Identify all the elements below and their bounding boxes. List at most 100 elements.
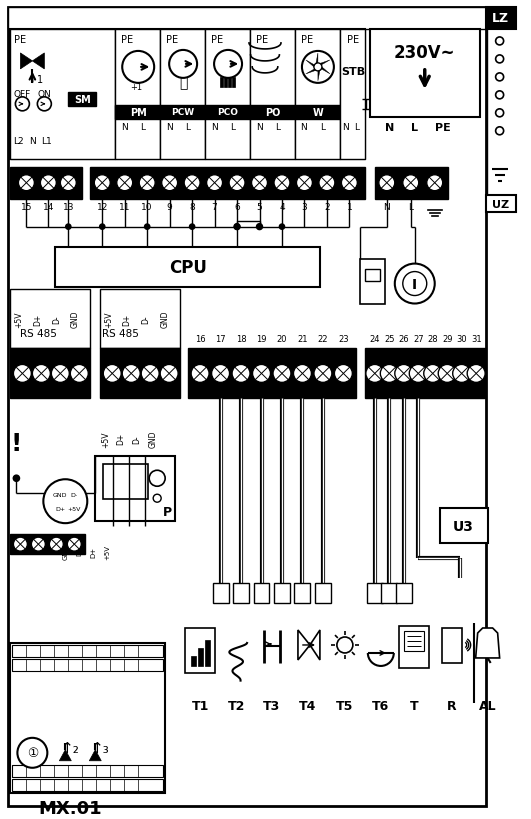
- Circle shape: [66, 225, 71, 230]
- Bar: [191, 656, 196, 666]
- Text: 20: 20: [277, 334, 287, 343]
- Text: GND: GND: [53, 492, 67, 497]
- Circle shape: [438, 365, 456, 383]
- Text: L: L: [408, 203, 413, 212]
- Polygon shape: [59, 750, 71, 761]
- Text: ①: ①: [27, 746, 38, 759]
- Bar: [232, 78, 235, 88]
- Circle shape: [495, 56, 503, 64]
- Text: RS 485: RS 485: [102, 329, 139, 339]
- Bar: [11, 643, 165, 793]
- Text: 30: 30: [456, 334, 467, 343]
- Bar: [370, 30, 479, 118]
- Circle shape: [32, 365, 50, 383]
- Circle shape: [37, 97, 52, 111]
- Text: PCO: PCO: [218, 108, 238, 117]
- Bar: [103, 464, 148, 500]
- Text: MX.01: MX.01: [38, 799, 102, 817]
- Bar: [68, 93, 96, 106]
- Text: I: I: [412, 277, 417, 292]
- Polygon shape: [318, 61, 330, 68]
- Text: GND: GND: [149, 430, 158, 447]
- Circle shape: [40, 175, 56, 192]
- Text: PE: PE: [166, 35, 178, 45]
- Text: 3: 3: [302, 203, 307, 212]
- Text: L1: L1: [41, 137, 52, 146]
- Circle shape: [13, 476, 20, 482]
- Bar: [188, 349, 356, 399]
- Bar: [115, 30, 160, 160]
- Bar: [220, 78, 223, 88]
- Text: 21: 21: [297, 334, 307, 343]
- Circle shape: [49, 537, 63, 551]
- Text: +5V: +5V: [101, 431, 110, 447]
- Text: L2: L2: [13, 137, 24, 146]
- Text: L: L: [276, 123, 280, 132]
- Bar: [100, 349, 180, 399]
- Circle shape: [149, 471, 165, 486]
- Text: L: L: [354, 123, 359, 132]
- Circle shape: [184, 175, 200, 192]
- Bar: [250, 30, 295, 160]
- Circle shape: [294, 365, 311, 383]
- Text: L: L: [230, 123, 236, 132]
- Text: D+: D+: [117, 432, 126, 445]
- Text: 1: 1: [37, 75, 44, 85]
- Text: 230V~: 230V~: [394, 44, 456, 62]
- Circle shape: [122, 365, 140, 383]
- Bar: [160, 106, 205, 120]
- Circle shape: [139, 175, 155, 192]
- Text: STB: STB: [341, 67, 365, 77]
- Text: LZ: LZ: [492, 12, 509, 25]
- Text: 31: 31: [471, 334, 482, 343]
- Text: PE: PE: [211, 35, 223, 45]
- Circle shape: [314, 365, 332, 383]
- Text: PE: PE: [301, 35, 313, 45]
- Bar: [224, 78, 227, 88]
- Bar: [360, 260, 385, 304]
- Text: RS 485: RS 485: [20, 329, 57, 339]
- Circle shape: [161, 175, 178, 192]
- Bar: [198, 648, 203, 666]
- Text: ON: ON: [38, 90, 51, 99]
- Bar: [253, 583, 270, 604]
- Bar: [55, 247, 320, 287]
- Text: N: N: [342, 123, 349, 132]
- Text: L: L: [186, 123, 191, 132]
- Bar: [250, 106, 295, 120]
- Text: R: R: [447, 699, 457, 713]
- Bar: [12, 645, 163, 657]
- Circle shape: [279, 225, 285, 230]
- Circle shape: [13, 365, 31, 383]
- Text: N: N: [385, 123, 395, 133]
- Circle shape: [453, 365, 470, 383]
- Bar: [100, 289, 180, 349]
- Bar: [185, 628, 215, 673]
- Circle shape: [273, 365, 291, 383]
- Text: T: T: [409, 699, 418, 713]
- Bar: [160, 30, 205, 160]
- Text: T3: T3: [263, 699, 280, 713]
- Polygon shape: [316, 54, 318, 68]
- Text: PE: PE: [435, 123, 451, 133]
- Bar: [11, 168, 82, 200]
- Text: ↑₃: ↑₃: [91, 740, 109, 755]
- Text: 16: 16: [195, 334, 205, 343]
- Circle shape: [296, 175, 312, 192]
- Circle shape: [160, 365, 178, 383]
- Circle shape: [495, 38, 503, 46]
- Bar: [12, 765, 163, 776]
- Text: L: L: [140, 123, 144, 132]
- Circle shape: [44, 480, 87, 523]
- Circle shape: [427, 175, 443, 192]
- Text: 10: 10: [141, 203, 153, 212]
- Bar: [8, 8, 486, 30]
- Circle shape: [144, 225, 150, 230]
- Text: +5V: +5V: [104, 544, 110, 559]
- Bar: [367, 583, 383, 604]
- Circle shape: [67, 537, 81, 551]
- Circle shape: [495, 74, 503, 82]
- Text: 29: 29: [442, 334, 452, 343]
- Text: 17: 17: [215, 334, 226, 343]
- Text: N: N: [383, 203, 390, 212]
